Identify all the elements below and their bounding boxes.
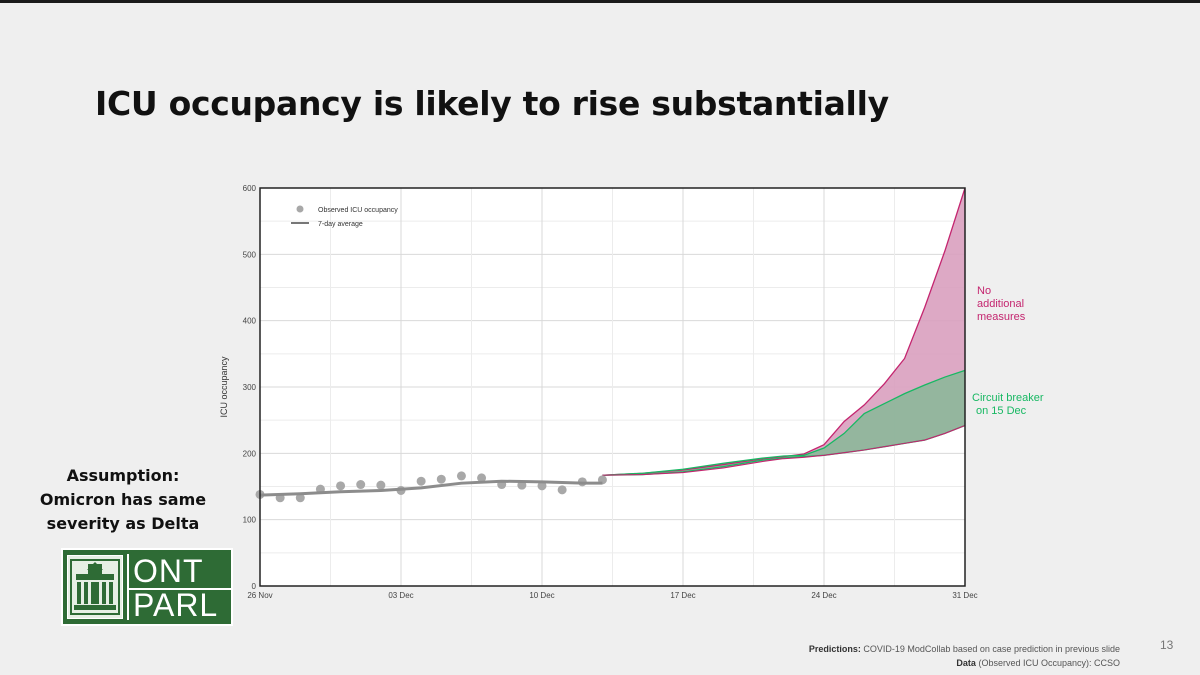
x-tick-label: 24 Dec	[811, 591, 836, 600]
seven-day-average-line	[259, 479, 603, 497]
annotation-circuit-breaker-line1: Circuit breaker	[972, 392, 1044, 404]
legislature-building-icon	[67, 555, 123, 619]
logo-text-parl: PARL	[133, 587, 219, 623]
footer-data-text: (Observed ICU Occupancy): CCSO	[978, 658, 1120, 668]
circuit-breaker-upper-line	[602, 369, 966, 476]
legend: Observed ICU occupancy 7-day average	[291, 205, 398, 228]
observed-point	[557, 485, 567, 495]
footer-label-data: Data	[956, 658, 976, 668]
y-tick-label: 600	[243, 184, 257, 193]
observed-point	[456, 471, 466, 481]
y-tick-label: 400	[243, 317, 257, 326]
x-tick-label: 31 Dec	[952, 591, 977, 600]
assumption-line-3: severity as Delta	[46, 514, 200, 533]
x-axis-ticks: 26 Nov 03 Dec 10 Dec 17 Dec 24 Dec 31 Dec	[247, 591, 977, 600]
average-line	[259, 479, 603, 497]
y-tick-label: 500	[243, 250, 257, 259]
plot-frame	[259, 187, 966, 587]
assumption-note: Assumption: Omicron has same severity as…	[28, 464, 218, 536]
annotation-circuit-breaker-line2: on 15 Dec	[976, 405, 1027, 417]
observed-point	[376, 480, 386, 490]
source-footer: Predictions: COVID-19 ModCollab based on…	[809, 642, 1120, 670]
page-number: 13	[1160, 638, 1174, 652]
y-axis-ticks: 0 100 200 300 400 500 600	[243, 184, 257, 591]
x-tick-label: 10 Dec	[529, 591, 554, 600]
slide-title: ICU occupancy is likely to rise substant…	[95, 84, 889, 123]
y-axis-label: ICU occupancy	[219, 356, 229, 418]
band-no-additional-measures	[602, 188, 965, 476]
observed-point	[537, 481, 547, 491]
logo-divider	[127, 554, 129, 620]
annotation-no-measures: No additional measures	[977, 285, 1026, 323]
assumption-line-1: Assumption:	[66, 466, 180, 485]
legend-point-marker	[296, 205, 304, 213]
top-bar	[0, 0, 1200, 3]
annotation-circuit-breaker: Circuit breaker on 15 Dec	[972, 392, 1044, 417]
x-tick-label: 26 Nov	[247, 591, 272, 600]
legend-average-label: 7-day average	[318, 221, 363, 228]
annotation-no-measures-line3: measures	[977, 311, 1026, 323]
footer-predictions-text: COVID-19 ModCollab based on case predict…	[863, 644, 1120, 654]
y-tick-label: 100	[243, 516, 257, 525]
projection-lines	[602, 187, 966, 476]
ontario-parliament-logo: ONT PARL	[61, 548, 233, 626]
y-tick-label: 200	[243, 449, 257, 458]
legend-observed-label: Observed ICU occupancy	[318, 207, 398, 214]
band-circuit-breaker	[602, 370, 965, 476]
observed-point	[477, 473, 487, 483]
observed-point	[416, 476, 426, 486]
annotation-no-measures-line1: No	[977, 285, 991, 297]
x-tick-label: 03 Dec	[388, 591, 413, 600]
observed-point	[436, 474, 446, 484]
x-tick-label: 17 Dec	[670, 591, 695, 600]
y-tick-label: 300	[243, 383, 257, 392]
footer-label-predictions: Predictions:	[808, 644, 861, 654]
logo-hline	[129, 588, 231, 590]
no-measures-upper-line	[602, 187, 966, 476]
annotation-no-measures-line2: additional	[977, 298, 1024, 310]
no-measures-lower-line	[602, 424, 966, 476]
logo-text-ont: ONT	[133, 553, 204, 589]
observed-point	[336, 481, 346, 491]
y-tick-label: 0	[252, 582, 257, 591]
assumption-line-2: Omicron has same	[39, 490, 207, 509]
observed-point	[356, 480, 366, 490]
projection-bands	[602, 188, 965, 476]
observed-point	[295, 493, 305, 503]
